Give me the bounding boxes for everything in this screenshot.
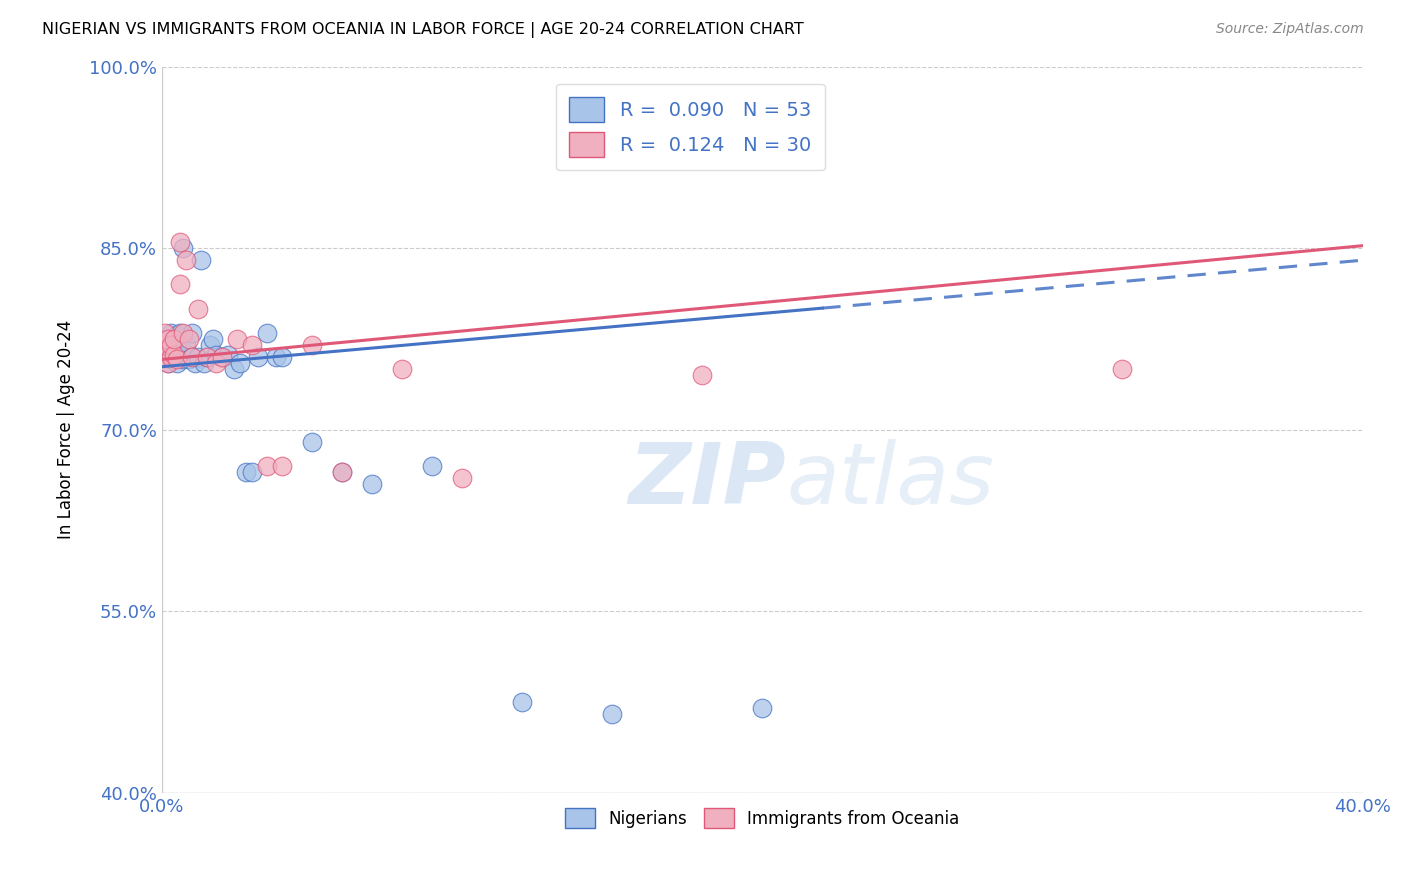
Text: Source: ZipAtlas.com: Source: ZipAtlas.com	[1216, 22, 1364, 37]
Text: NIGERIAN VS IMMIGRANTS FROM OCEANIA IN LABOR FORCE | AGE 20-24 CORRELATION CHART: NIGERIAN VS IMMIGRANTS FROM OCEANIA IN L…	[42, 22, 804, 38]
Point	[163, 332, 186, 346]
Point	[160, 350, 183, 364]
Y-axis label: In Labor Force | Age 20-24: In Labor Force | Age 20-24	[58, 320, 75, 540]
Point	[222, 362, 245, 376]
Point	[246, 350, 269, 364]
Point	[690, 368, 713, 383]
Point	[264, 350, 287, 364]
Point	[160, 326, 183, 340]
Point	[172, 326, 194, 340]
Point	[153, 338, 176, 352]
Point	[181, 350, 204, 364]
Point	[330, 465, 353, 479]
Point	[156, 332, 179, 346]
Point	[195, 350, 218, 364]
Point	[217, 348, 239, 362]
Point	[166, 352, 188, 367]
Point	[160, 352, 183, 367]
Point	[172, 343, 194, 358]
Point	[163, 332, 186, 346]
Legend: Nigerians, Immigrants from Oceania: Nigerians, Immigrants from Oceania	[558, 802, 966, 835]
Point	[187, 301, 209, 316]
Point	[330, 465, 353, 479]
Point	[235, 465, 257, 479]
Point	[169, 277, 191, 292]
Point	[226, 332, 249, 346]
Point	[190, 253, 212, 268]
Point	[156, 343, 179, 358]
Point	[163, 350, 186, 364]
Point	[240, 338, 263, 352]
Point	[195, 350, 218, 364]
Point	[420, 458, 443, 473]
Point	[301, 434, 323, 449]
Point	[177, 332, 200, 346]
Point	[169, 235, 191, 249]
Point	[201, 332, 224, 346]
Point	[184, 356, 207, 370]
Point	[1111, 362, 1133, 376]
Point	[451, 471, 474, 485]
Point	[256, 458, 278, 473]
Point	[153, 350, 176, 364]
Point	[198, 338, 221, 352]
Point	[391, 362, 413, 376]
Point	[160, 348, 183, 362]
Point	[193, 356, 215, 370]
Point	[163, 348, 186, 362]
Point	[361, 477, 384, 491]
Point	[211, 350, 233, 364]
Point	[166, 338, 188, 352]
Text: ZIP: ZIP	[628, 439, 786, 522]
Point	[166, 356, 188, 370]
Point	[229, 356, 252, 370]
Point	[153, 332, 176, 346]
Point	[153, 326, 176, 340]
Point	[169, 326, 191, 340]
Point	[600, 706, 623, 721]
Point	[172, 352, 194, 367]
Point	[156, 350, 179, 364]
Text: atlas: atlas	[786, 439, 994, 522]
Point	[271, 350, 294, 364]
Point	[174, 338, 197, 352]
Point	[156, 356, 179, 370]
Point	[187, 350, 209, 364]
Point	[163, 343, 186, 358]
Point	[156, 356, 179, 370]
Point	[301, 338, 323, 352]
Point	[256, 326, 278, 340]
Point	[211, 350, 233, 364]
Point	[510, 695, 533, 709]
Point	[166, 348, 188, 362]
Point	[240, 465, 263, 479]
Point	[174, 253, 197, 268]
Point	[177, 352, 200, 367]
Point	[160, 338, 183, 352]
Point	[751, 701, 773, 715]
Point	[271, 458, 294, 473]
Point	[153, 338, 176, 352]
Point	[169, 350, 191, 364]
Point	[205, 348, 228, 362]
Point	[181, 326, 204, 340]
Point	[166, 328, 188, 343]
Point	[174, 348, 197, 362]
Point	[160, 338, 183, 352]
Point	[172, 241, 194, 255]
Point	[156, 332, 179, 346]
Point	[205, 356, 228, 370]
Point	[153, 350, 176, 364]
Point	[181, 350, 204, 364]
